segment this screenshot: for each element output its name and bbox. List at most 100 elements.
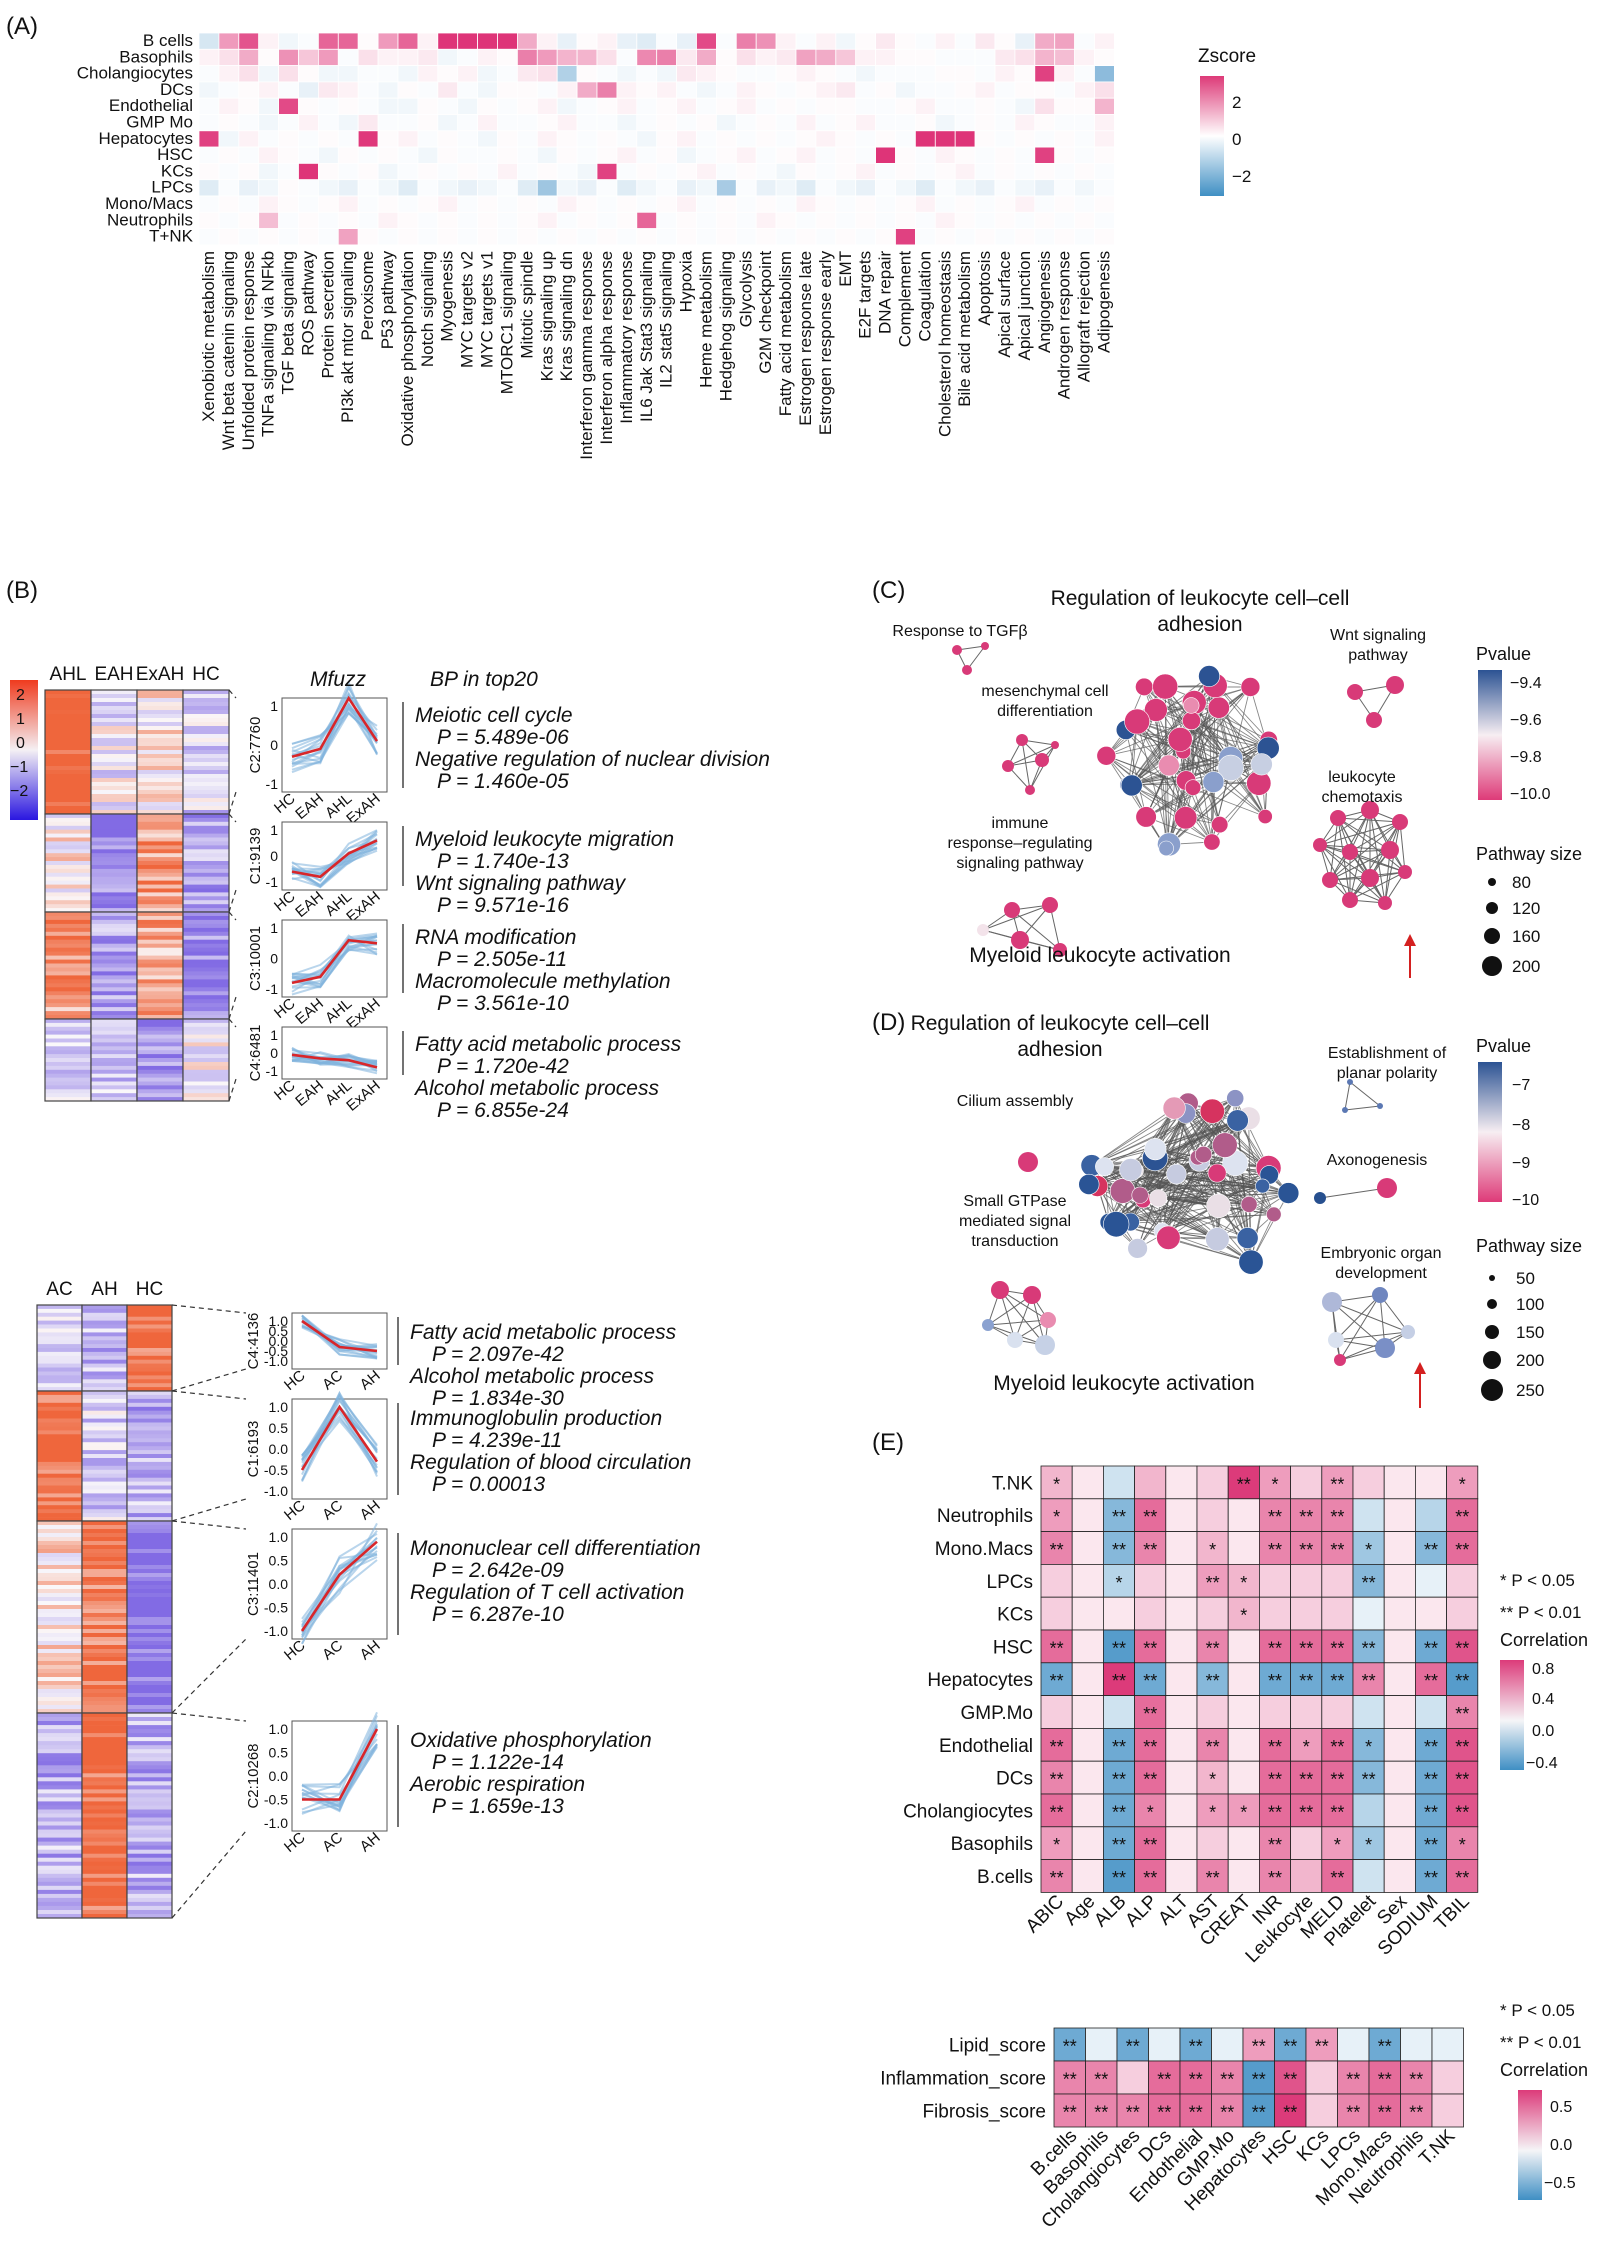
- corr-cell: [1431, 2027, 1464, 2062]
- heatmap-a-cell: [317, 32, 339, 50]
- panel-c-size-dot-1: [1488, 878, 1496, 886]
- heatmap-a-cell: [317, 162, 339, 181]
- heatmap-b-cell: [127, 1517, 172, 1522]
- heatmap-b-cell: [37, 1914, 82, 1919]
- heatmap-a-cell: [437, 162, 459, 181]
- heatmap-b-cell: [137, 1011, 183, 1016]
- heatmap-b-cell: [127, 1565, 172, 1570]
- heatmap-b-cell: [91, 802, 137, 807]
- heatmap-b-cell: [82, 1434, 127, 1439]
- corr-cell: [1305, 2093, 1338, 2128]
- corr-row-label: T.NK: [992, 1473, 1034, 1494]
- heatmap-a-cell: [795, 195, 817, 213]
- heatmap-b-cell: [183, 1093, 229, 1098]
- network-edge: [1145, 816, 1213, 843]
- corr-cell: [1321, 1859, 1354, 1893]
- heatmap-a-col-label: Apical junction: [1015, 251, 1034, 361]
- heatmap-a-cell: [895, 48, 916, 66]
- heatmap-a-cell: [417, 195, 439, 213]
- network-node: [1149, 1189, 1168, 1208]
- network-node: [1025, 785, 1035, 795]
- heatmap-a-cell: [377, 179, 399, 197]
- heatmap-b-cell: [137, 849, 183, 854]
- heatmap-a-cell: [198, 146, 220, 164]
- heatmap-b-cell: [45, 1062, 91, 1067]
- heatmap-b-cell: [82, 1406, 127, 1412]
- heatmap-b-cell: [45, 814, 91, 819]
- heatmap-b-cell: [127, 1689, 172, 1694]
- corr-cell: [1211, 2027, 1244, 2062]
- corr-significance: **: [1112, 1835, 1126, 1855]
- heatmap-b-cell: [37, 1489, 82, 1494]
- corr-significance: *: [1240, 1802, 1247, 1822]
- heatmap-b-cell: [183, 1058, 229, 1063]
- heatmap-b-cell: [127, 1857, 172, 1863]
- corr-cell: [1196, 1596, 1229, 1631]
- heatmap-a-cell: [755, 65, 777, 83]
- heatmap-b-cell: [183, 991, 229, 996]
- heatmap-b-cell: [183, 967, 229, 972]
- heatmap-b-cell: [45, 1081, 91, 1086]
- heatmap-b-cell: [82, 1713, 127, 1718]
- heatmap-a-cell: [377, 114, 399, 132]
- heatmap-b-cell: [91, 904, 137, 909]
- heatmap-b-connector: [171, 1390, 247, 1400]
- profile-cluster-id: C3:11401: [245, 1552, 262, 1616]
- heatmap-b-cell: [183, 710, 229, 715]
- heatmap-b-cell: [127, 1793, 172, 1798]
- heatmap-a-cell: [517, 211, 538, 230]
- heatmap-a-cell: [616, 146, 638, 164]
- profile-centroid-line: [302, 1728, 379, 1801]
- panel-c-ptick-1: −9.4: [1510, 675, 1542, 692]
- heatmap-b-cell: [82, 1387, 127, 1392]
- heatmap-b-cell: [127, 1344, 172, 1349]
- corr-cell: [1290, 1859, 1323, 1893]
- heatmap-b-cell: [183, 1007, 229, 1012]
- heatmap-b-cell: [82, 1355, 127, 1361]
- heatmap-b-cell: [127, 1438, 172, 1443]
- corr-significance: **: [1094, 2070, 1108, 2090]
- heatmap-a-cell: [835, 162, 857, 181]
- heatmap-a-cell: [417, 211, 439, 230]
- heatmap-b-cell: [127, 1525, 172, 1530]
- heatmap-b-cell: [82, 1893, 127, 1899]
- heatmap-a-cell: [835, 146, 857, 164]
- heatmap-b-cell: [137, 1007, 183, 1012]
- heatmap-a-cell: [298, 97, 319, 115]
- corr-cell: [1259, 1859, 1292, 1893]
- heatmap-a-cell: [676, 114, 697, 132]
- corr-significance: **: [1189, 2103, 1203, 2123]
- heatmap-a-cell: [556, 179, 578, 197]
- heatmap-a-cell: [994, 195, 1016, 213]
- heatmap-a-cell: [735, 114, 757, 132]
- heatmap-b-cell: [45, 896, 91, 901]
- panel-c-size-title: Pathway size: [1476, 844, 1582, 864]
- heatmap-b-cell: [137, 1046, 183, 1051]
- heatmap-b-cell: [127, 1897, 172, 1903]
- corr-significance: **: [1455, 1671, 1469, 1691]
- heatmap-a-cell: [755, 32, 777, 50]
- heatmap-a-cell: [974, 65, 996, 83]
- heatmap-b-cell: [183, 722, 229, 727]
- heatmap-a-cell: [477, 130, 498, 148]
- heatmap-a-cell: [238, 65, 260, 83]
- heatmap-a-col-label: IL6 Jak Stat3 signaling: [637, 251, 656, 422]
- corr-significance: **: [1330, 1868, 1344, 1888]
- corr-row-label: Lipid_score: [949, 2036, 1046, 2057]
- heatmap-a-cell: [556, 97, 578, 115]
- heatmap-a-cell: [278, 97, 299, 115]
- heatmap-a-cell: [198, 65, 220, 83]
- heatmap-a-cell: [915, 48, 936, 66]
- heatmap-a-cell: [716, 48, 737, 66]
- heatmap-a-cell: [616, 32, 638, 50]
- network-node: [991, 1281, 1009, 1299]
- corr-significance: **: [1378, 2070, 1392, 2090]
- heatmap-b-cell: [82, 1328, 127, 1333]
- heatmap-a-row-label: Cholangiocytes: [77, 64, 193, 83]
- heatmap-b-cell: [183, 690, 229, 695]
- heatmap-a-cell: [1034, 97, 1056, 115]
- heatmap-b-cell: [127, 1669, 172, 1674]
- heatmap-a-col-label: IL2 stat5 signaling: [657, 251, 676, 388]
- heatmap-a-cell: [317, 195, 339, 213]
- profile-centroid-line: [301, 1319, 378, 1353]
